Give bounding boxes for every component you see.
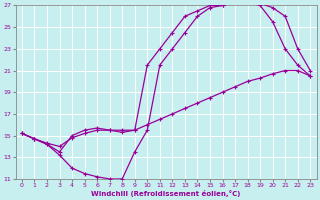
X-axis label: Windchill (Refroidissement éolien,°C): Windchill (Refroidissement éolien,°C) (92, 190, 241, 197)
